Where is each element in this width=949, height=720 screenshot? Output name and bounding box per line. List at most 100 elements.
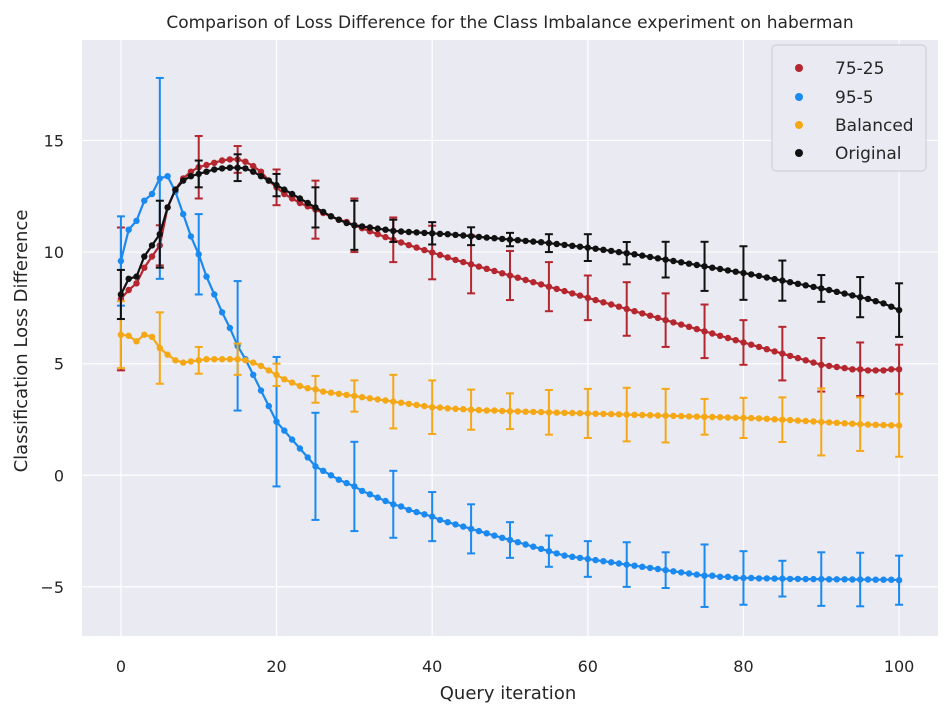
data-point <box>133 338 140 345</box>
data-point <box>779 575 786 582</box>
data-point <box>327 389 335 396</box>
data-point <box>335 216 342 223</box>
data-point <box>530 543 537 550</box>
data-point <box>693 261 700 269</box>
data-point <box>639 252 646 259</box>
data-point <box>724 267 732 274</box>
data-point <box>148 253 156 260</box>
data-point <box>576 292 584 299</box>
data-point <box>483 530 490 537</box>
data-point <box>716 414 724 421</box>
data-point <box>460 232 467 239</box>
data-point <box>273 371 280 378</box>
data-point <box>615 411 623 418</box>
data-point <box>740 269 747 277</box>
data-point <box>701 263 708 270</box>
data-point <box>452 405 459 412</box>
data-point <box>226 324 234 332</box>
data-point <box>724 573 732 580</box>
data-point <box>358 394 366 401</box>
data-point <box>320 467 327 474</box>
data-point <box>491 235 498 242</box>
data-point <box>164 351 171 358</box>
data-point <box>180 210 187 218</box>
data-point <box>553 550 560 557</box>
data-point <box>335 476 342 483</box>
data-point <box>514 237 521 244</box>
data-point <box>467 406 475 413</box>
data-point <box>592 296 599 304</box>
data-point <box>499 534 506 541</box>
data-point <box>709 413 716 421</box>
data-point <box>141 264 148 271</box>
data-point <box>872 576 879 583</box>
data-point <box>880 300 887 307</box>
data-point <box>133 273 140 280</box>
data-point <box>818 575 825 583</box>
data-point <box>553 409 560 416</box>
data-point <box>460 258 467 266</box>
data-point <box>724 334 732 342</box>
data-point <box>895 306 903 314</box>
data-point <box>304 385 311 392</box>
data-point <box>211 166 218 173</box>
data-point <box>125 332 132 339</box>
data-point <box>794 575 802 583</box>
data-point <box>514 274 521 281</box>
data-point <box>180 177 187 184</box>
data-point <box>382 497 389 505</box>
data-point <box>755 575 763 582</box>
legend-box <box>771 44 927 172</box>
data-point <box>841 576 848 583</box>
data-point <box>374 396 381 403</box>
data-point <box>662 566 669 574</box>
data-point <box>522 541 529 548</box>
data-point <box>265 177 272 184</box>
data-point <box>880 576 887 583</box>
data-point <box>320 208 327 216</box>
y-tick-label: 15 <box>44 131 64 150</box>
series-balanced <box>116 300 904 458</box>
data-point <box>514 539 521 546</box>
data-point <box>662 412 669 419</box>
data-point <box>553 285 560 293</box>
data-point <box>413 508 420 516</box>
data-point <box>685 413 693 420</box>
x-tick-label: 100 <box>884 657 915 676</box>
data-point <box>537 239 545 246</box>
data-point <box>841 420 848 427</box>
data-point <box>195 170 202 178</box>
data-point <box>281 427 288 434</box>
data-point <box>825 286 833 294</box>
data-point <box>148 242 156 249</box>
data-point <box>654 314 662 322</box>
data-point <box>242 357 249 364</box>
data-point <box>786 416 794 424</box>
data-point <box>693 571 700 578</box>
data-point <box>895 577 903 584</box>
data-point <box>187 173 195 180</box>
data-point <box>553 240 560 248</box>
data-point <box>374 494 381 501</box>
data-point <box>288 379 296 386</box>
data-point <box>436 404 444 411</box>
data-point <box>530 238 537 245</box>
data-point <box>857 576 864 583</box>
data-point <box>841 290 848 297</box>
data-point <box>786 575 794 583</box>
data-point <box>701 572 708 579</box>
data-point <box>779 277 786 284</box>
data-point <box>366 491 374 498</box>
data-point <box>786 352 794 360</box>
data-point <box>740 414 747 422</box>
data-point <box>475 263 483 270</box>
data-point <box>537 545 545 553</box>
data-point <box>218 356 226 363</box>
data-point <box>600 299 607 306</box>
x-tick-label: 20 <box>266 657 286 676</box>
data-point <box>444 254 451 261</box>
data-point <box>794 280 802 287</box>
data-point <box>265 402 272 410</box>
data-point <box>880 367 887 374</box>
data-point <box>763 575 770 582</box>
